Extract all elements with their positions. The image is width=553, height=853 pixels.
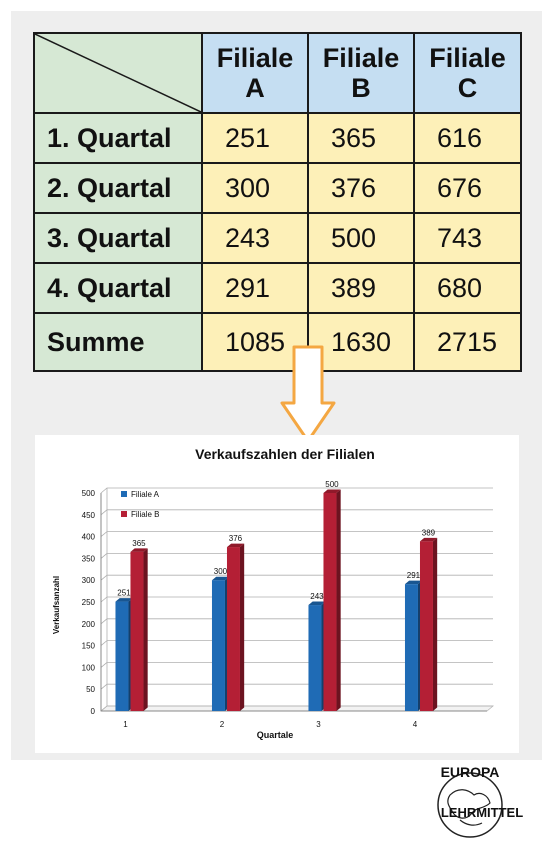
x-tick-label: 3 bbox=[316, 720, 321, 729]
row-header: 4. Quartal bbox=[33, 262, 203, 314]
bar-side bbox=[239, 543, 245, 711]
legend-entry: Filiale B bbox=[131, 510, 159, 519]
bar-top bbox=[419, 537, 438, 542]
table-row: 3. Quartal 243 500 743 bbox=[33, 212, 522, 264]
row-header: 2. Quartal bbox=[33, 162, 203, 214]
y-tick-label: 250 bbox=[82, 598, 96, 607]
bar-top bbox=[211, 576, 230, 581]
y-tick-label: 150 bbox=[82, 642, 96, 651]
legend-entry: Filiale A bbox=[131, 490, 160, 499]
table-cell: 680 bbox=[413, 262, 522, 314]
y-tick-label: 50 bbox=[86, 685, 95, 694]
bar bbox=[404, 584, 418, 711]
table-cell: 743 bbox=[413, 212, 522, 264]
legend: Filiale A Filiale B bbox=[121, 490, 160, 519]
y-tick-label: 0 bbox=[91, 707, 96, 716]
legend-swatch bbox=[121, 511, 127, 517]
column-header-b: Filiale B bbox=[307, 32, 415, 114]
grid-lines bbox=[99, 487, 495, 712]
bar-side bbox=[336, 489, 341, 711]
sales-table: Filiale A Filiale B Filiale C 1. Quartal 25… bbox=[33, 32, 522, 372]
sum-cell: 1630 bbox=[307, 312, 415, 372]
y-tick-label: 300 bbox=[82, 576, 96, 585]
table-row: 1. Quartal 251 365 616 bbox=[33, 112, 522, 164]
data-label: 376 bbox=[229, 534, 243, 543]
table-cell: 365 bbox=[307, 112, 415, 164]
table-cell: 616 bbox=[413, 112, 522, 164]
y-tick-label: 350 bbox=[82, 554, 96, 563]
bar-top bbox=[226, 543, 245, 548]
data-label: 389 bbox=[422, 528, 436, 537]
corner-cell bbox=[33, 32, 203, 114]
sum-cell: 2715 bbox=[413, 312, 522, 372]
y-tick-label: 450 bbox=[82, 511, 96, 520]
bar bbox=[226, 547, 240, 711]
bar-top bbox=[130, 548, 148, 552]
data-labels: 251 365 300 376 243 500 291 389 bbox=[117, 480, 435, 601]
bars bbox=[115, 489, 438, 711]
table-header-row: Filiale A Filiale B Filiale C bbox=[33, 32, 522, 114]
table-cell: 676 bbox=[413, 162, 522, 214]
sum-row: Summe 1085 1630 2715 bbox=[33, 312, 522, 372]
data-label: 291 bbox=[407, 571, 421, 580]
bar-side bbox=[432, 537, 438, 711]
bar bbox=[419, 541, 433, 711]
gridline bbox=[100, 487, 493, 494]
column-header-c: Filiale C bbox=[413, 32, 522, 114]
table-cell: 243 bbox=[201, 212, 309, 264]
logo-bottom-text: LEHRMITTEL bbox=[441, 805, 523, 820]
table-cell: 251 bbox=[201, 112, 309, 164]
sum-cell: 1085 bbox=[201, 312, 309, 372]
data-label: 243 bbox=[310, 592, 324, 601]
data-label: 365 bbox=[132, 539, 146, 548]
table-cell: 500 bbox=[307, 212, 415, 264]
bar-chart: 0 50 100 150 200 250 300 350 400 450 500 1 2 3 4 251 36… bbox=[52, 446, 495, 740]
data-label: 251 bbox=[117, 589, 131, 598]
bar bbox=[323, 493, 337, 711]
data-label: 500 bbox=[325, 480, 339, 489]
y-tick-label: 400 bbox=[82, 533, 96, 542]
data-label: 300 bbox=[214, 567, 228, 576]
x-tick-label: 2 bbox=[220, 720, 225, 729]
bar bbox=[130, 551, 144, 711]
table-cell: 291 bbox=[201, 262, 309, 314]
logo-top-text: EUROPA bbox=[441, 765, 500, 780]
y-tick-label: 100 bbox=[82, 663, 96, 672]
chart-title: Verkaufszahlen der Filialen bbox=[195, 446, 375, 462]
column-header-a: Filiale A bbox=[201, 32, 309, 114]
bar-top bbox=[308, 601, 326, 606]
bar bbox=[115, 601, 129, 711]
row-header: 1. Quartal bbox=[33, 112, 203, 164]
axes: 0 50 100 150 200 250 300 350 400 450 500 1 2 3 4 bbox=[82, 489, 487, 729]
bar-top bbox=[404, 580, 423, 585]
bar-side bbox=[143, 548, 148, 711]
bar-top bbox=[323, 489, 341, 493]
table-row: 2. Quartal 300 376 676 bbox=[33, 162, 522, 214]
table-cell: 389 bbox=[307, 262, 415, 314]
sum-row-header: Summe bbox=[33, 312, 203, 372]
legend-swatch bbox=[121, 491, 127, 497]
x-axis-label: Quartale bbox=[257, 730, 294, 740]
gridline bbox=[100, 509, 493, 516]
table-cell: 300 bbox=[201, 162, 309, 214]
down-arrow-icon bbox=[280, 345, 336, 443]
bar bbox=[211, 580, 225, 711]
x-tick-label: 4 bbox=[413, 720, 418, 729]
y-axis-label: Verkaufsanzahl bbox=[52, 576, 61, 634]
chart-container: 0 50 100 150 200 250 300 350 400 450 500 1 2 3 4 251 36… bbox=[35, 435, 519, 753]
y-tick-label: 500 bbox=[82, 489, 96, 498]
europa-lehrmittel-logo: EUROPA LEHRMITTEL bbox=[437, 765, 523, 838]
row-header: 3. Quartal bbox=[33, 212, 203, 264]
x-tick-label: 1 bbox=[123, 720, 128, 729]
y-tick-label: 200 bbox=[82, 620, 96, 629]
table-cell: 376 bbox=[307, 162, 415, 214]
bar-top bbox=[115, 598, 133, 602]
diagonal-line bbox=[35, 34, 201, 112]
table-row: 4. Quartal 291 389 680 bbox=[33, 262, 522, 314]
bar bbox=[308, 605, 322, 711]
